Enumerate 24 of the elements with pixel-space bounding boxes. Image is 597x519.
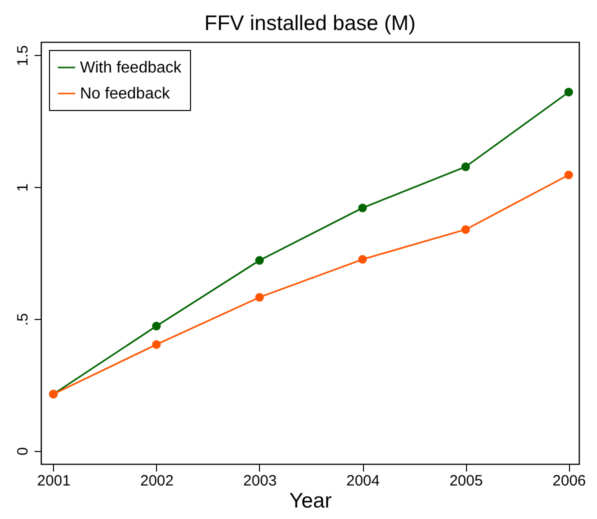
- chart-title: FFV installed base (M): [204, 12, 416, 35]
- point: [564, 170, 574, 180]
- x-tick-label: 2004: [346, 472, 380, 490]
- point: [152, 322, 161, 330]
- point: [564, 88, 574, 96]
- x-tick-label: 2003: [243, 472, 277, 490]
- y-tick-label: .5: [14, 313, 32, 326]
- point: [255, 256, 264, 265]
- legend-label: No feedback: [80, 86, 171, 102]
- y-tick-label: 0: [14, 447, 32, 456]
- point: [255, 292, 264, 302]
- point: [358, 255, 367, 264]
- point: [152, 340, 161, 349]
- point: [461, 162, 470, 172]
- x-tick-label: 2002: [140, 472, 174, 490]
- x-axis-title: Year: [289, 490, 332, 512]
- y-tick-label: 1: [14, 183, 32, 192]
- legend-label: With feedback: [80, 60, 182, 76]
- point: [358, 204, 367, 212]
- x-tick-label: 2006: [552, 472, 586, 490]
- x-tick-label: 2005: [449, 472, 483, 490]
- y-tick-label: 1.5: [14, 45, 32, 66]
- x-tick-label: 2001: [37, 472, 71, 490]
- point: [461, 225, 470, 234]
